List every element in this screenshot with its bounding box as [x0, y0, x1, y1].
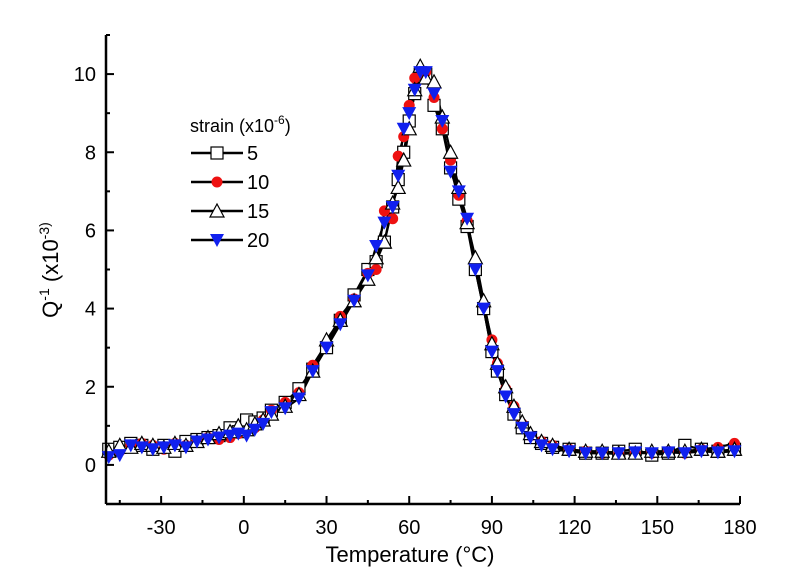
data-point [661, 446, 676, 460]
legend-marker [208, 202, 226, 218]
data-point [239, 429, 254, 443]
data-point [484, 345, 499, 359]
legend-marker [210, 234, 224, 247]
data-point [212, 431, 227, 445]
legend: strain (x10-6) 5 10 15 20 [190, 113, 291, 252]
y-tick-label: 8 [85, 142, 96, 164]
data-point [644, 447, 659, 461]
data-point [390, 179, 407, 195]
data-point [407, 83, 422, 97]
data-point [377, 216, 392, 230]
data-point [156, 441, 171, 455]
tick-labels: -30 0 30 60 90 120 150 180 0 2 4 6 8 10 [74, 64, 757, 539]
data-point [264, 406, 279, 420]
x-tick-label: 0 [238, 517, 249, 539]
data-point [515, 421, 530, 435]
legend-marker [210, 146, 224, 160]
data-point [435, 114, 450, 128]
data-point [145, 443, 160, 457]
y-tick-label: 10 [74, 64, 96, 86]
data-point [360, 269, 375, 283]
legend-label: 10 [247, 172, 269, 194]
data-point [402, 107, 417, 121]
data-point [333, 318, 348, 332]
data-point [319, 341, 334, 355]
y-tick-label: 0 [85, 455, 96, 477]
x-tick-label: -30 [147, 517, 176, 539]
data-point [112, 449, 127, 463]
data-point [256, 417, 271, 431]
data-point [418, 66, 433, 80]
data-point [506, 408, 521, 422]
data-point [534, 439, 549, 453]
data-point [490, 365, 505, 379]
data-point [370, 264, 382, 275]
x-tick-label: 60 [398, 517, 420, 539]
data-point [611, 447, 626, 461]
series-markers-20 [101, 66, 742, 465]
legend-entry-10: 10 [191, 172, 269, 194]
data-point [595, 447, 610, 461]
data-point [396, 122, 411, 136]
data-point [291, 392, 306, 406]
legend-entry-5: 5 [191, 143, 258, 165]
data-point [468, 263, 483, 277]
data-point [694, 445, 709, 459]
data-point [223, 429, 238, 443]
x-tick-label: 180 [723, 517, 756, 539]
data-point [167, 439, 182, 453]
legend-marker [211, 176, 223, 188]
legend-label: 15 [247, 201, 269, 223]
data-point [347, 294, 362, 308]
data-point [677, 447, 692, 461]
legend-label: 20 [247, 230, 269, 252]
x-tick-label: 150 [641, 517, 674, 539]
data-point [200, 433, 215, 447]
data-point [545, 443, 560, 457]
data-point [385, 200, 400, 214]
data-point [442, 143, 459, 159]
data-point [451, 185, 466, 199]
data-point [387, 213, 399, 225]
legend-title: strain (x10-6) [190, 113, 291, 136]
legend-entry-15: 15 [191, 201, 269, 223]
y-tick-label: 4 [85, 299, 96, 321]
data-point [710, 446, 725, 460]
data-point [436, 123, 448, 135]
data-point [562, 445, 577, 459]
data-point [498, 390, 513, 404]
data-point [247, 423, 262, 437]
data-point [727, 445, 742, 459]
data-point [476, 302, 491, 316]
data-point [523, 431, 538, 445]
data-point [189, 435, 204, 449]
legend-label: 5 [247, 143, 258, 165]
x-tick-label: 90 [481, 517, 503, 539]
data-point [395, 151, 412, 167]
x-tick-label: 30 [315, 517, 337, 539]
data-point [391, 169, 406, 183]
data-point [134, 441, 149, 455]
axes [104, 34, 741, 506]
data-point [443, 165, 458, 179]
y-tick-label: 2 [85, 377, 96, 399]
data-point [123, 439, 138, 453]
data-point [467, 249, 484, 265]
data-point [178, 441, 193, 455]
data-point [628, 446, 643, 460]
data-point [278, 402, 293, 416]
data-point [460, 212, 475, 226]
data-point [368, 249, 385, 265]
data-point [578, 447, 593, 461]
x-tick-label: 120 [558, 517, 591, 539]
x-axis-label: Temperature (°C) [326, 542, 495, 567]
y-axis-label: Q-1 (x10-3) [36, 222, 63, 318]
data-point [427, 87, 442, 101]
data-point [369, 240, 384, 254]
y-tick-label: 6 [85, 220, 96, 242]
data-point [305, 365, 320, 379]
legend-entry-20: 20 [191, 230, 269, 252]
